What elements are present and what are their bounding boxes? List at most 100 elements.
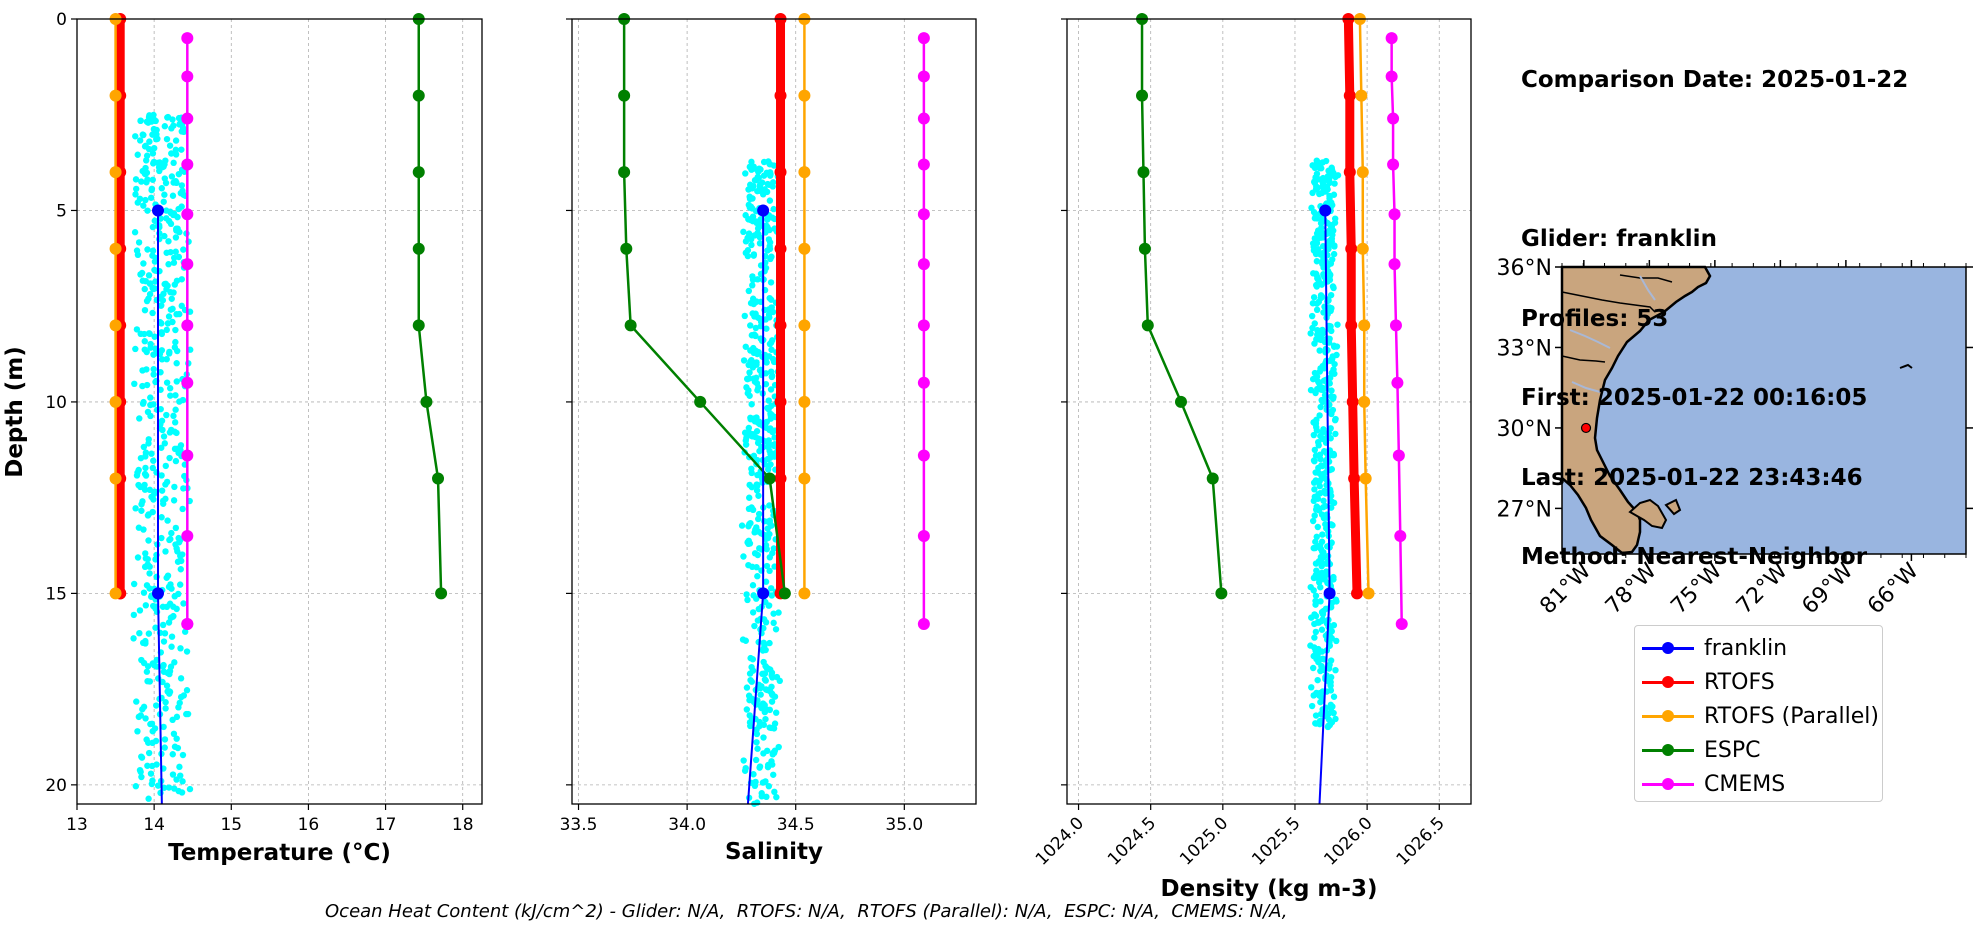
glider-scatter-point (152, 624, 159, 631)
glider-scatter-point (186, 785, 194, 793)
glider-scatter-point (173, 378, 180, 385)
glider-scatter-point (756, 763, 764, 770)
glider-scatter-point (758, 337, 766, 344)
glider-scatter-point (1320, 549, 1327, 556)
glider-scatter-point (1328, 166, 1336, 173)
glider-scatter-point (1324, 552, 1332, 560)
glider-scatter-point (173, 545, 180, 552)
glider-scatter-point (1312, 592, 1320, 599)
glider-scatter-point (1307, 583, 1314, 591)
series-point (412, 89, 425, 102)
glider-scatter-point (148, 450, 155, 457)
glider-scatter-point (768, 683, 775, 690)
glider-scatter-point (753, 524, 760, 531)
glider-scatter-point (146, 585, 153, 592)
series-point (109, 166, 122, 179)
glider-scatter-point (1317, 292, 1325, 299)
glider-scatter-point (166, 600, 174, 607)
glider-scatter-point (150, 371, 157, 378)
glider-scatter-point (1312, 712, 1320, 719)
series-point (181, 112, 194, 125)
series-point (1358, 319, 1371, 332)
glider-scatter-point (1329, 256, 1336, 263)
glider-scatter-point (172, 326, 179, 334)
glider-scatter-point (170, 412, 177, 420)
glider-scatter-point (1308, 312, 1316, 320)
glider-scatter-point (142, 602, 150, 609)
glider-scatter-point (168, 529, 175, 537)
glider-scatter-point (144, 246, 151, 253)
glider-scatter-point (1318, 462, 1325, 469)
glider-scatter-point (766, 517, 774, 524)
glider-scatter-point (178, 146, 185, 153)
series-point (1392, 449, 1405, 462)
glider-scatter-point (145, 739, 152, 746)
x-axis-label: Salinity (725, 839, 823, 865)
series-point (109, 242, 122, 255)
glider-scatter-point (1331, 215, 1339, 222)
glider-scatter-point (1327, 657, 1335, 664)
glider-scatter-point (766, 639, 773, 647)
glider-scatter (738, 158, 784, 807)
glider-scatter-point (763, 793, 770, 801)
map-island (1899, 363, 1913, 369)
series-point (774, 319, 787, 332)
glider-scatter-point (1330, 621, 1338, 629)
glider-scatter (130, 111, 194, 802)
glider-scatter-point (133, 698, 140, 705)
glider-scatter-point (764, 180, 771, 188)
glider-scatter-point (764, 525, 771, 532)
glider-scatter-point (768, 337, 776, 344)
glider-scatter-point (1327, 226, 1335, 233)
series-point (798, 587, 811, 600)
glider-scatter-point (165, 583, 173, 591)
glider-scatter-point (179, 551, 186, 558)
glider-scatter-point (754, 617, 762, 624)
glider-scatter-point (1317, 455, 1324, 463)
x-tick-label: 33.5 (560, 815, 598, 835)
glider-scatter-point (132, 176, 140, 183)
map-river (1569, 329, 1611, 349)
glider-scatter-point (762, 578, 770, 585)
series-line-rtofs (1343, 18, 1362, 594)
glider-scatter-point (766, 169, 774, 176)
series-point (798, 166, 811, 179)
glider-scatter-point (1313, 423, 1320, 431)
comparison-date: Comparison Date: 2025-01-22 (1521, 67, 1909, 93)
series-point (798, 472, 811, 485)
glider-scatter-point (753, 481, 761, 488)
glider-scatter-point (147, 194, 155, 201)
glider-scatter-point (166, 142, 174, 149)
glider-scatter-point (1321, 487, 1328, 495)
series-point (763, 472, 776, 485)
series-line-espc (1140, 19, 1223, 594)
glider-scatter-point (742, 637, 750, 644)
glider-scatter-point (1317, 251, 1324, 258)
map-lat-label: 36°N (1497, 256, 1552, 281)
series-point (1387, 112, 1400, 125)
glider-scatter-point (134, 728, 141, 735)
glider-scatter-point (145, 537, 152, 544)
glider-scatter-point (758, 790, 765, 797)
series-point (1395, 618, 1408, 631)
glider-scatter-point (158, 487, 166, 494)
series-point (917, 258, 930, 271)
glider-scatter-point (141, 338, 148, 345)
glider-scatter-point (166, 670, 173, 678)
glider-scatter-point (163, 682, 171, 689)
glider-scatter-point (140, 260, 147, 267)
glider-scatter-point (771, 788, 778, 796)
series-point (618, 89, 631, 102)
glider-scatter-point (1318, 229, 1325, 236)
glider-scatter-point (139, 167, 146, 175)
glider-scatter-point (161, 744, 168, 751)
glider-scatter-point (761, 670, 769, 677)
glider-scatter-point (1311, 320, 1318, 327)
glider-scatter-point (1313, 567, 1320, 574)
series-point (109, 89, 122, 102)
series-point (109, 395, 122, 408)
glider-scatter-point (1314, 329, 1322, 336)
glider-scatter-point (1316, 482, 1323, 490)
series-point (1137, 166, 1150, 179)
glider-scatter-point (170, 730, 178, 738)
